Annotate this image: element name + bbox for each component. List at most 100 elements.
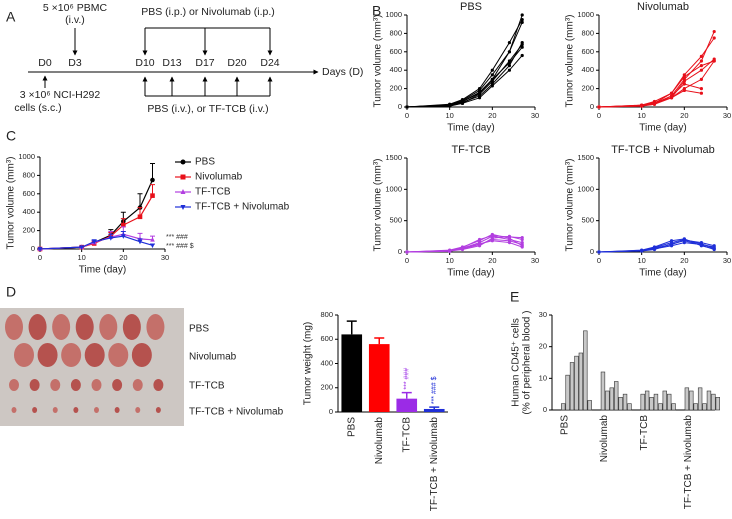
series-line <box>39 179 154 250</box>
x-tick-label: PBS <box>346 417 357 437</box>
marker <box>490 68 494 72</box>
marker <box>520 18 524 22</box>
y-tick-label: 1000 <box>577 184 594 193</box>
chart-title: Nivolumab <box>637 1 689 13</box>
marker <box>150 193 155 198</box>
marker <box>477 237 482 242</box>
y-tick-label: 600 <box>389 47 402 56</box>
panel-label: E <box>510 289 519 305</box>
marker <box>669 242 674 246</box>
bar <box>702 403 707 411</box>
marker <box>477 96 482 100</box>
x-tick-label: 0 <box>38 253 42 262</box>
marker <box>712 29 716 34</box>
y-tick-label: 800 <box>320 310 333 319</box>
bar <box>644 390 650 411</box>
bar <box>569 362 575 411</box>
y-tick-label: 20 <box>539 342 547 351</box>
tumor <box>132 379 143 391</box>
y-tick-label: 800 <box>389 28 402 37</box>
legend-marker <box>180 189 186 194</box>
marker <box>490 236 494 240</box>
photo-label: Nivolumab <box>189 352 237 363</box>
y-tick-label: 1500 <box>385 153 402 162</box>
legend-label: TF-TCB <box>195 187 231 198</box>
marker <box>520 45 524 49</box>
marker <box>597 105 601 109</box>
marker <box>669 91 674 95</box>
legend-label: Nivolumab <box>195 172 243 183</box>
bar <box>715 397 720 411</box>
marker <box>712 245 716 249</box>
day-label: D24 <box>260 57 279 69</box>
x-tick-label: PBS <box>559 415 570 435</box>
marker <box>699 91 704 95</box>
y-axis-label: (% of peripheral blood ) <box>522 311 533 415</box>
marker <box>507 50 511 54</box>
marker <box>507 61 511 65</box>
y-tick-label: 30 <box>539 310 547 319</box>
x-tick-label: 20 <box>488 256 496 265</box>
marker <box>640 104 644 108</box>
x-tick-label: 30 <box>531 111 539 120</box>
y-axis-label: Tumor volume (mm³) <box>6 157 17 250</box>
x-tick-label: 10 <box>637 256 645 265</box>
tumor <box>91 379 102 391</box>
marker <box>682 239 686 243</box>
day-label: D0 <box>38 57 52 69</box>
y-tick-label: 1000 <box>385 10 402 19</box>
error-bar <box>346 320 357 335</box>
bar <box>618 397 623 411</box>
bar <box>693 403 698 411</box>
error-bar <box>401 391 412 399</box>
bar <box>697 387 703 411</box>
marker <box>477 90 482 94</box>
photo-label: PBS <box>189 324 209 335</box>
y-tick-label: 600 <box>320 334 333 343</box>
x-axis-label: Time (day) <box>639 123 686 134</box>
axis-label: Days (D) <box>322 66 363 78</box>
bar <box>574 355 579 411</box>
x-axis-label: Time (day) <box>447 123 494 134</box>
x-tick-label: TF-TCB <box>639 415 650 451</box>
series-line <box>598 238 715 253</box>
x-axis-label: Time (day) <box>79 265 126 276</box>
x-tick-label: 20 <box>488 111 496 120</box>
tumor <box>155 407 161 413</box>
marker <box>448 104 452 108</box>
marker <box>405 105 409 109</box>
panel-label: B <box>372 3 381 19</box>
legend-marker <box>180 159 186 165</box>
series-line <box>406 235 523 253</box>
marker <box>507 241 511 245</box>
cells-label: 3 ×10⁶ NCI-H292 <box>20 89 101 101</box>
series-line <box>598 31 715 108</box>
bar <box>689 390 694 411</box>
annotation: *** ### <box>166 234 188 241</box>
bar <box>622 393 628 411</box>
bar <box>671 403 676 411</box>
x-tick-label: 10 <box>77 253 85 262</box>
marker <box>79 245 84 250</box>
tumor <box>32 407 38 413</box>
marker <box>652 102 657 106</box>
panel-label: A <box>6 9 16 25</box>
marker <box>137 239 143 245</box>
legend-label: PBS <box>195 157 215 168</box>
marker <box>507 234 511 238</box>
tumor <box>29 379 40 391</box>
marker <box>507 41 511 45</box>
y-tick-label: 0 <box>543 405 547 414</box>
tumor <box>61 343 82 367</box>
x-tick-label: 20 <box>119 253 127 262</box>
x-tick-label: 30 <box>161 253 169 262</box>
day-label: D20 <box>227 57 246 69</box>
y-tick-label: 0 <box>590 247 594 256</box>
tumor <box>75 314 94 340</box>
x-tick-label: TF-TCB <box>401 417 412 453</box>
annotation: *** ### $ <box>166 243 194 250</box>
bar <box>640 393 645 411</box>
y-tick-label: 0 <box>31 244 35 253</box>
marker <box>640 249 644 253</box>
